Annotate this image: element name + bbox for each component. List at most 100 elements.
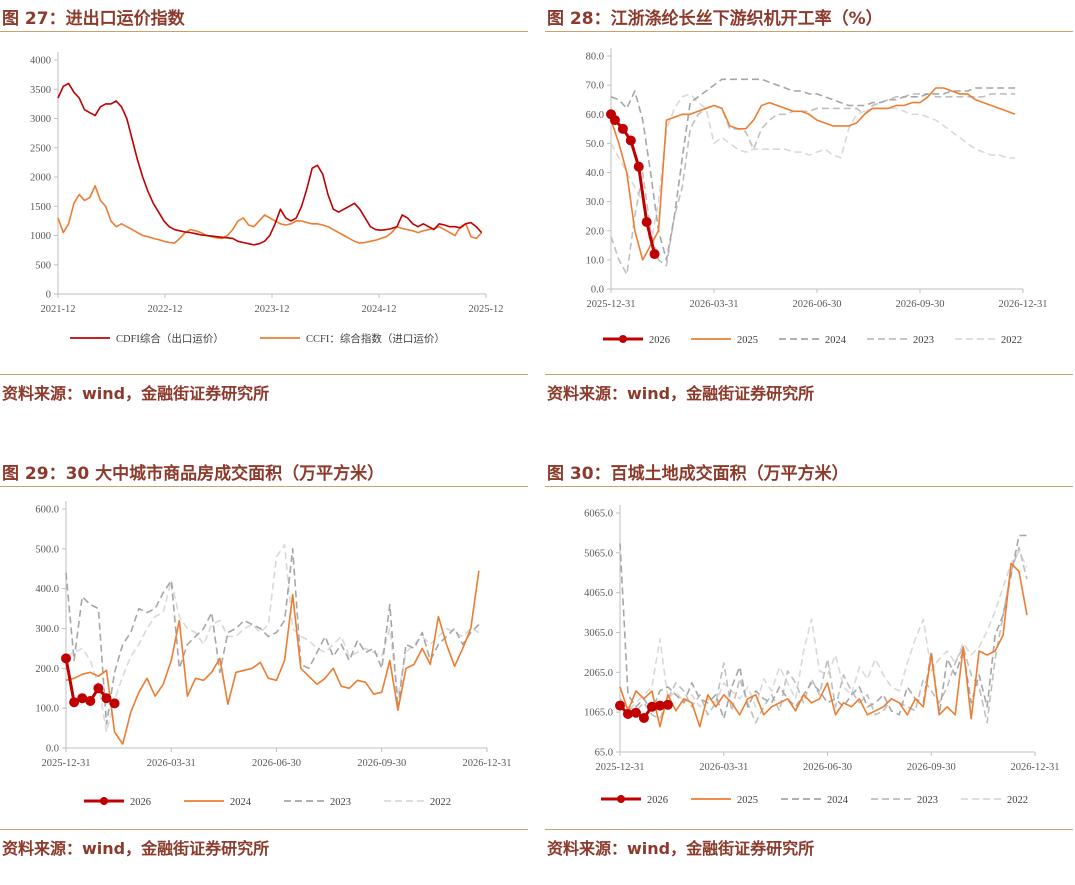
x-tick-label: 2026-09-30 xyxy=(357,758,406,769)
x-tick-label: 2026-03-31 xyxy=(699,762,748,773)
data-point-2026 xyxy=(625,135,636,146)
y-tick-label: 5065.0 xyxy=(584,548,613,559)
source-rule xyxy=(0,374,528,375)
y-tick-label: 4065.0 xyxy=(584,588,613,599)
legend-marker xyxy=(617,795,625,803)
legend-label: 2025 xyxy=(737,335,758,346)
y-tick-label: 60.0 xyxy=(586,110,604,121)
legend-label: 2023 xyxy=(913,335,934,346)
legend-label: 2022 xyxy=(1001,335,1022,346)
x-tick-label: 2022-12 xyxy=(148,304,183,315)
series-line-2023 xyxy=(65,547,480,725)
chart-title: 图 29：30 大中城市商品房成交面积（万平方米） xyxy=(2,464,385,484)
legend-label: 2025 xyxy=(737,795,758,806)
y-tick-label: 500 xyxy=(35,260,51,271)
source-note: 资料来源：wind，金融街证券研究所 xyxy=(2,839,270,858)
panel-fig28: 图 28：江浙涤纶长丝下游织机开工率（%） 80.0 70.0 60.0 50.0 40… xyxy=(545,0,1073,430)
y-tick-label: 0 xyxy=(46,290,51,301)
legend-label: 2026 xyxy=(649,335,670,346)
x-tick-label: 2026-12-31 xyxy=(999,299,1048,310)
y-tick-label: 2500 xyxy=(30,143,51,154)
data-point-2026 xyxy=(93,683,104,694)
series-line-CCFI xyxy=(57,185,483,244)
x-tick-label: 2026-03-31 xyxy=(147,758,196,769)
y-tick-label: 50.0 xyxy=(586,139,604,150)
legend-label: 2024 xyxy=(827,795,849,806)
title-rule xyxy=(545,486,1073,487)
series-line-2024 xyxy=(619,534,1027,720)
y-tick-label: 20.0 xyxy=(586,226,604,237)
y-tick-label: 80.0 xyxy=(586,52,604,63)
y-tick-label: 1065.0 xyxy=(584,708,613,719)
source-rule xyxy=(0,829,528,830)
y-tick-label: 30.0 xyxy=(586,197,604,208)
y-tick-label: 100.0 xyxy=(35,704,59,715)
y-tick-label: 600.0 xyxy=(35,505,59,516)
chart-title: 图 30：百城土地成交面积（万平方米） xyxy=(547,464,849,484)
x-tick-label: 2026-06-30 xyxy=(793,299,842,310)
source-note: 资料来源：wind，金融街证券研究所 xyxy=(2,384,270,403)
chart-fig27: 4000 3500 3000 2500 2000 1500 1000 500 0 2021-12 2… xyxy=(30,52,504,345)
legend-label: 2022 xyxy=(1007,795,1028,806)
y-tick-label: 2000 xyxy=(30,173,51,184)
data-point-2026 xyxy=(646,701,657,712)
legend-label: 2026 xyxy=(130,797,151,808)
data-point-2026 xyxy=(662,699,673,710)
source-note: 资料来源：wind，金融街证券研究所 xyxy=(547,384,815,403)
series-line-2025 xyxy=(619,562,1028,728)
series-line-2022 xyxy=(619,550,1028,712)
x-tick-label: 2025-12-31 xyxy=(42,758,91,769)
source-rule xyxy=(545,374,1073,375)
data-point-2026 xyxy=(622,708,633,719)
legend-label: 2023 xyxy=(330,797,351,808)
data-point-2026 xyxy=(617,123,628,134)
panel-fig29: 图 29：30 大中城市商品房成交面积（万平方米） 600.0 500.0 400.… xyxy=(0,455,528,885)
y-tick-label: 200.0 xyxy=(35,664,59,675)
series-line-2022 xyxy=(65,543,480,733)
chart-fig29: 600.0 500.0 400.0 300.0 200.0 100.0 0.0 2025-12… xyxy=(35,501,512,808)
y-tick-label: 1000 xyxy=(30,231,51,242)
data-point-2026 xyxy=(69,697,80,708)
series-line-2023 xyxy=(610,93,1016,276)
title-rule xyxy=(545,31,1073,32)
series-line-2023 xyxy=(619,546,1028,724)
chart-title: 图 28：江浙涤纶长丝下游织机开工率（%） xyxy=(547,9,883,29)
x-tick-label: 2026-09-30 xyxy=(907,762,956,773)
y-tick-label: 500.0 xyxy=(35,544,59,555)
series-line-CDFI xyxy=(57,82,483,246)
y-tick-label: 3065.0 xyxy=(584,628,613,639)
x-tick-label: 2023-12 xyxy=(255,304,290,315)
legend-marker xyxy=(100,797,108,805)
data-point-2026 xyxy=(609,115,620,126)
data-point-2026 xyxy=(649,249,660,260)
title-rule xyxy=(0,31,528,32)
data-point-2026 xyxy=(77,693,88,704)
source-rule xyxy=(545,829,1073,830)
x-tick-label: 2021-12 xyxy=(41,304,76,315)
y-tick-label: 4000 xyxy=(30,56,51,67)
y-tick-label: 400.0 xyxy=(35,584,59,595)
panel-fig30: 图 30：百城土地成交面积（万平方米） 6065.0 5065.0 4065.0 30… xyxy=(545,455,1073,885)
y-tick-label: 0.0 xyxy=(591,285,604,296)
x-tick-label: 2026-06-30 xyxy=(803,762,852,773)
legend-label: CCFI：综合指数（进口运价） xyxy=(306,332,445,345)
series-line-2022 xyxy=(610,93,1016,247)
data-point-2026 xyxy=(654,700,665,711)
x-tick-label: 2026-06-30 xyxy=(252,758,301,769)
data-point-2026 xyxy=(630,707,641,718)
source-note: 资料来源：wind，金融街证券研究所 xyxy=(547,839,815,858)
y-tick-label: 6065.0 xyxy=(584,509,613,520)
y-tick-label: 300.0 xyxy=(35,624,59,635)
data-point-2026 xyxy=(61,653,71,664)
series-line-2024 xyxy=(65,570,480,745)
y-tick-label: 2065.0 xyxy=(584,668,613,679)
panel-fig27: 图 27：进出口运价指数 4000 3500 3000 2500 2000 1500 100… xyxy=(0,0,528,430)
legend-label: 2024 xyxy=(230,797,252,808)
x-tick-label: 2025-12-31 xyxy=(587,299,636,310)
series-line-2025 xyxy=(610,87,1016,261)
data-point-2026 xyxy=(638,712,649,723)
x-tick-label: 2026-03-31 xyxy=(690,299,739,310)
x-tick-label: 2024-12 xyxy=(362,304,397,315)
y-tick-label: 0.0 xyxy=(46,744,59,755)
chart-fig30: 6065.0 5065.0 4065.0 3065.0 2065.0 1065.0 65.0… xyxy=(584,505,1060,806)
